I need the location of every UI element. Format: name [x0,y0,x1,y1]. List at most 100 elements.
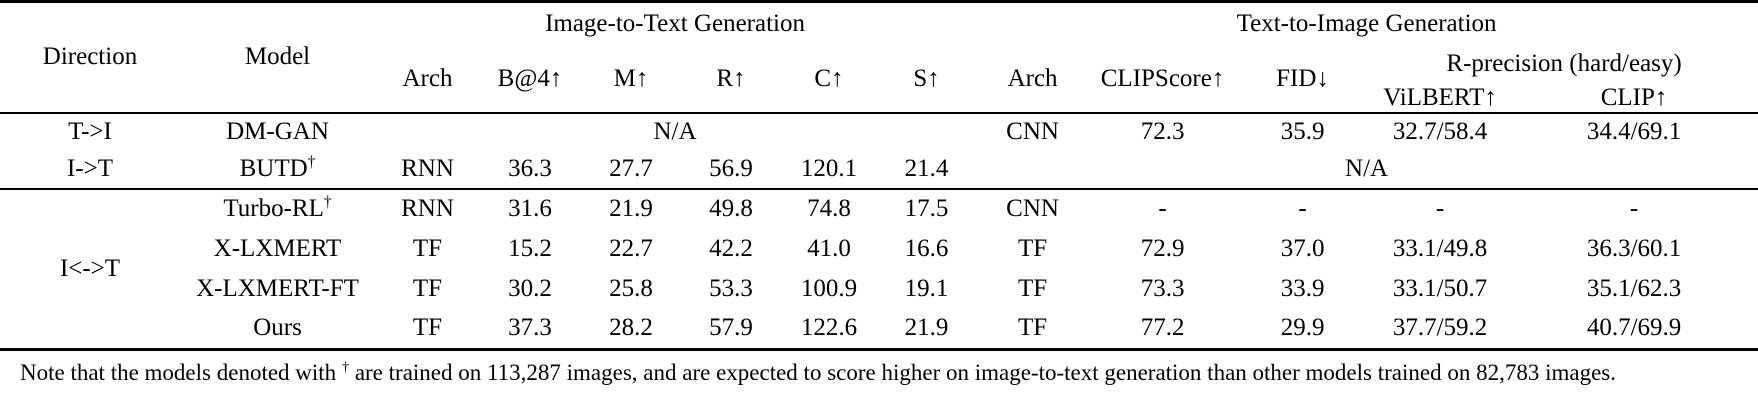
cell-clipscore: 72.9 [1140,234,1185,262]
table-row-x-lxmert: X-LXMERT TF 15.2 22.7 42.2 41.0 16.6 TF … [0,229,1758,269]
cell-fid: 29.9 [1280,314,1325,342]
cell-model: X-LXMERT-FT [196,274,359,302]
table-footnote: Note that the models denoted with † are … [0,360,1758,386]
results-table: Direction Model Image-to-Text Generation… [0,0,1758,350]
table-row-ours: Ours TF 37.3 28.2 57.9 122.6 21.9 TF 77.… [0,309,1758,349]
cell-vilbert: 33.1/49.8 [1392,234,1488,262]
header-clip: CLIP↑ [1600,83,1668,111]
header-model: Model [244,43,311,71]
cell-t2i-na: N/A [1345,155,1389,183]
table-row-turbo-rl: I<->T Turbo-RL† RNN 31.6 21.9 49.8 74.8 … [0,189,1758,282]
footnote-text-suffix: are trained on 113,287 images, and are e… [349,359,1616,385]
cell-direction: I->T [66,155,114,183]
cell-bleu4: 31.6 [508,195,552,223]
cell-rouge: 56.9 [709,155,753,183]
cell-clip: 40.7/69.9 [1586,314,1682,342]
cell-arch-t2i: TF [1017,274,1048,302]
header-r-precision: R-precision (hard/easy) [1446,50,1682,78]
table-header: Direction Model Image-to-Text Generation… [0,2,1758,114]
header-vilbert: ViLBERT↑ [1383,83,1497,111]
cell-rouge: 49.8 [709,195,753,223]
dagger-mark: † [323,194,332,212]
cell-clipscore: 72.3 [1140,118,1185,146]
cell-clip: 35.1/62.3 [1586,274,1682,302]
cell-arch-i2t: TF [412,314,443,342]
cell-cider: 120.1 [800,155,858,183]
table-row-dm-gan: T->I DM-GAN N/A CNN 72.3 35.9 32.7/58.4 … [0,113,1758,151]
footnote-text-prefix: Note that the models denoted with [20,359,342,385]
header-rouge: R↑ [716,64,746,92]
cell-vilbert: 32.7/58.4 [1392,118,1488,146]
cell-rouge: 57.9 [709,314,753,342]
table-row-butd: I->T BUTD† RNN 36.3 27.7 56.9 120.1 21.4… [0,151,1758,189]
cell-direction: T->I [68,118,112,146]
cell-cider: 41.0 [807,234,851,262]
cell-clip: 34.4/69.1 [1586,118,1682,146]
cell-arch-t2i: TF [1017,234,1048,262]
cell-cider: 122.6 [800,314,858,342]
cell-spice: 19.1 [904,274,949,302]
cell-bleu4: 15.2 [508,234,552,262]
cell-clipscore: 77.2 [1140,314,1185,342]
cell-arch-t2i: TF [1017,314,1048,342]
cell-arch-i2t: RNN [401,155,454,183]
cell-rouge: 53.3 [709,274,753,302]
cell-model: X-LXMERT [213,234,342,262]
cell-direction: I<->T [59,254,121,282]
cell-cider: 100.9 [800,274,858,302]
header-spice: S↑ [913,64,940,92]
cell-spice: 21.4 [904,155,949,183]
header-cider: C↑ [814,64,844,92]
cell-meteor: 25.8 [609,274,653,302]
cell-meteor: 27.7 [609,155,653,183]
cell-meteor: 22.7 [609,234,653,262]
cell-arch-t2i: CNN [1006,195,1059,223]
cell-meteor: 21.9 [609,195,653,223]
cell-arch-i2t: TF [412,234,443,262]
header-bleu4: B@4↑ [497,64,563,92]
cell-model: Ours [253,314,302,342]
cell-meteor: 28.2 [609,314,653,342]
cell-vilbert: 33.1/50.7 [1392,274,1488,302]
dagger-mark: † [307,154,316,172]
table-group-bidirectional: I<->T Turbo-RL† RNN 31.6 21.9 49.8 74.8 … [0,189,1758,350]
header-fid: FID↓ [1276,64,1329,92]
cell-spice: 17.5 [904,195,949,223]
cell-fid: 37.0 [1280,234,1325,262]
group-header-image-to-text: Image-to-Text Generation [545,9,805,37]
cell-spice: 21.9 [904,314,949,342]
cell-rouge: 42.2 [709,234,753,262]
table-group-single-direction: T->I DM-GAN N/A CNN 72.3 35.9 32.7/58.4 … [0,113,1758,190]
header-arch-i2t: Arch [402,64,453,92]
cell-arch-i2t: TF [412,274,443,302]
header-clipscore: CLIPScore↑ [1100,64,1225,92]
cell-clip: - [1629,195,1639,223]
model-name: BUTD [239,155,308,183]
cell-vilbert: - [1435,195,1445,223]
cell-model: BUTD† [180,151,375,189]
model-name: Turbo-RL [223,195,324,223]
cell-arch-i2t: RNN [401,195,454,223]
cell-clipscore: 73.3 [1140,274,1185,302]
cell-clipscore: - [1158,195,1167,223]
cell-arch-t2i: CNN [1006,118,1059,146]
cell-model: DM-GAN [226,118,329,146]
cell-bleu4: 30.2 [508,274,552,302]
cell-vilbert: 37.7/59.2 [1392,314,1488,342]
header-arch-t2i: Arch [1007,64,1058,92]
cell-cider: 74.8 [807,195,851,223]
table-row-x-lxmert-ft: X-LXMERT-FT TF 30.2 25.8 53.3 100.9 19.1… [0,269,1758,309]
cell-clip: 36.3/60.1 [1586,234,1682,262]
header-meteor: M↑ [613,64,649,92]
cell-fid: 33.9 [1280,274,1325,302]
cell-model: Turbo-RL† [180,189,375,229]
cell-i2t-na: N/A [653,118,697,146]
group-header-text-to-image: Text-to-Image Generation [1236,9,1497,37]
cell-fid: - [1298,195,1307,223]
cell-bleu4: 36.3 [508,155,552,183]
dagger-mark: † [341,359,350,376]
cell-fid: 35.9 [1280,118,1325,146]
cell-spice: 16.6 [904,234,949,262]
header-direction: Direction [42,43,138,71]
cell-bleu4: 37.3 [508,314,552,342]
